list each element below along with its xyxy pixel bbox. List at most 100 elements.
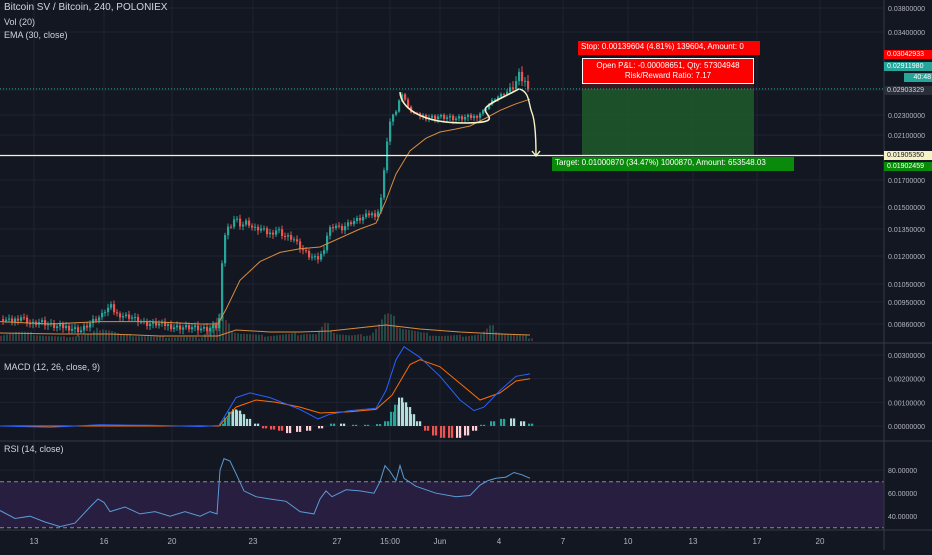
volume-bar bbox=[141, 336, 143, 341]
macd-hist-bar bbox=[340, 423, 343, 426]
candle-body bbox=[173, 327, 176, 330]
candle-body bbox=[62, 323, 65, 329]
candle-body bbox=[137, 317, 140, 323]
volume-bar bbox=[420, 332, 422, 341]
macd-hist-bar bbox=[278, 426, 281, 431]
price-tick-label: 0.01500000 bbox=[888, 205, 925, 212]
volume-bar bbox=[21, 331, 23, 341]
macd-hist-bar bbox=[435, 426, 438, 436]
volume-bar bbox=[363, 336, 365, 341]
volume-bar bbox=[30, 331, 32, 341]
candle-body bbox=[377, 211, 380, 217]
volume-bar bbox=[231, 331, 233, 341]
candle-body bbox=[20, 317, 23, 321]
candle-body bbox=[308, 251, 311, 258]
macd-hist-bar bbox=[493, 421, 496, 426]
volume-bar bbox=[174, 337, 176, 341]
volume-bar bbox=[525, 334, 527, 341]
macd-hist-bar bbox=[265, 426, 268, 429]
candle-body bbox=[392, 114, 395, 122]
volume-bar bbox=[18, 331, 20, 341]
candle-body bbox=[494, 99, 497, 101]
x-tick-label: 7 bbox=[561, 537, 566, 546]
macd-tick-label: 0.00200000 bbox=[888, 377, 925, 384]
candle-body bbox=[500, 94, 503, 97]
candle-body bbox=[149, 323, 152, 326]
macd-pane bbox=[0, 345, 534, 438]
volume-bar bbox=[516, 334, 518, 341]
candle-body bbox=[41, 320, 44, 323]
pnl-box[interactable]: Open P&L: -0.00008651, Qty: 57304948 Ris… bbox=[582, 58, 754, 84]
volume-bar bbox=[273, 335, 275, 341]
volume-bar bbox=[99, 330, 101, 341]
volume-bar bbox=[165, 337, 167, 341]
x-tick-label: 10 bbox=[624, 537, 633, 546]
candle-body bbox=[398, 100, 401, 112]
candle-body bbox=[56, 326, 59, 328]
volume-bar bbox=[255, 334, 257, 341]
candle-body bbox=[170, 324, 173, 330]
macd-hist-bar bbox=[352, 424, 355, 426]
ema-legend: EMA (30, close) bbox=[4, 30, 68, 40]
volume-bar bbox=[123, 333, 125, 341]
candle-body bbox=[458, 116, 461, 119]
price-tick-label: 0.01050000 bbox=[888, 282, 925, 289]
candle-body bbox=[332, 227, 335, 229]
candle-body bbox=[152, 321, 155, 324]
candle-body bbox=[125, 314, 128, 317]
candle-body bbox=[131, 317, 134, 319]
candle-body bbox=[65, 325, 68, 329]
macd-hist-bar bbox=[236, 410, 239, 426]
volume-bar bbox=[477, 334, 479, 341]
volume-bar bbox=[354, 334, 356, 341]
vol-legend: Vol (20) bbox=[4, 17, 36, 27]
volume-bar bbox=[276, 335, 278, 341]
candle-body bbox=[449, 115, 452, 118]
candle-body bbox=[44, 320, 47, 326]
candle-body bbox=[197, 325, 200, 331]
macd-hist-bar bbox=[510, 418, 513, 426]
candle-body bbox=[488, 104, 491, 109]
volume-bar bbox=[522, 334, 524, 341]
volume-bar bbox=[57, 336, 59, 341]
target-label[interactable]: Target: 0.01000870 (34.47%) 1000870, Amo… bbox=[552, 157, 794, 171]
macd-hist-bar bbox=[249, 418, 252, 426]
candle-body bbox=[80, 330, 83, 333]
candle-body bbox=[233, 219, 236, 227]
candle-body bbox=[335, 225, 338, 229]
macd-hist-bar bbox=[379, 424, 382, 426]
price-tag-stop: 0.03042933 bbox=[884, 50, 932, 59]
candle-body bbox=[461, 116, 464, 120]
candle-body bbox=[17, 318, 20, 321]
candle-body bbox=[257, 226, 260, 231]
volume-bar bbox=[216, 317, 218, 341]
candle-body bbox=[374, 213, 377, 217]
candle-body bbox=[470, 114, 473, 119]
volume-bar bbox=[63, 336, 65, 341]
macd-hist-bar bbox=[330, 423, 333, 426]
volume-bar bbox=[396, 326, 398, 341]
volume-bar bbox=[378, 324, 380, 341]
macd-hist-bar bbox=[410, 414, 413, 426]
candle-body bbox=[497, 96, 500, 100]
volume-bar bbox=[507, 334, 509, 341]
x-tick-label: 20 bbox=[168, 537, 177, 546]
stop-label[interactable]: Stop: 0.00139604 (4.81%) 139604, Amount:… bbox=[578, 41, 760, 55]
price-tick-label: 0.00860000 bbox=[888, 322, 925, 329]
candle-body bbox=[431, 115, 434, 118]
price-tick-label: 0.01700000 bbox=[888, 178, 925, 185]
volume-bar bbox=[222, 316, 224, 341]
price-tick-label: 0.03800000 bbox=[888, 6, 925, 13]
candle-body bbox=[101, 312, 104, 318]
macd-hist-bar bbox=[448, 426, 451, 438]
volume-bar bbox=[9, 333, 11, 341]
volume-bar bbox=[414, 330, 416, 341]
candle-body bbox=[281, 229, 284, 237]
volume-bar bbox=[126, 333, 128, 341]
candle-body bbox=[227, 226, 230, 236]
candle-body bbox=[92, 319, 95, 324]
price-tick-label: 0.01350000 bbox=[888, 227, 925, 234]
